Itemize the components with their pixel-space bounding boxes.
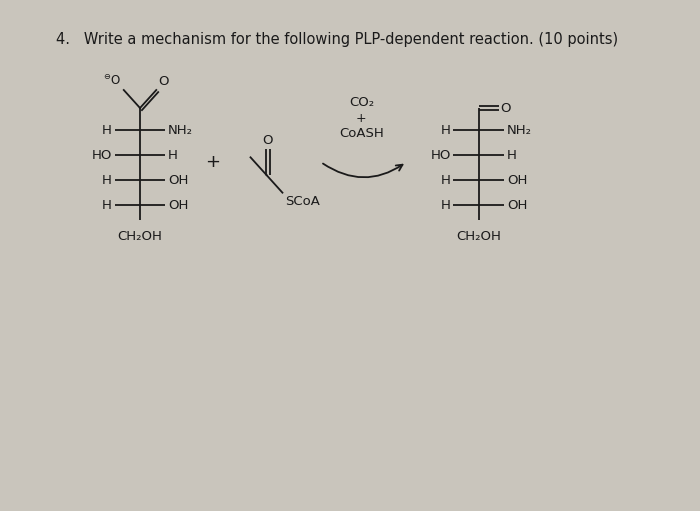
- Text: NH₂: NH₂: [507, 124, 532, 136]
- Text: H: H: [441, 198, 451, 212]
- Text: HO: HO: [430, 149, 451, 161]
- Text: OH: OH: [168, 198, 188, 212]
- Text: OH: OH: [507, 198, 527, 212]
- Text: O: O: [262, 134, 272, 147]
- Text: O: O: [500, 102, 511, 114]
- Text: OH: OH: [507, 174, 527, 187]
- Text: CO₂: CO₂: [349, 96, 374, 108]
- FancyArrowPatch shape: [323, 164, 402, 177]
- Text: H: H: [102, 124, 112, 136]
- Text: O: O: [158, 75, 169, 88]
- Text: H: H: [441, 124, 451, 136]
- Text: $^{\ominus}$O: $^{\ominus}$O: [103, 74, 121, 88]
- Text: +: +: [205, 153, 220, 171]
- Text: 4.   Write a mechanism for the following PLP-dependent reaction. (10 points): 4. Write a mechanism for the following P…: [56, 32, 618, 47]
- Text: NH₂: NH₂: [168, 124, 193, 136]
- Text: HO: HO: [92, 149, 112, 161]
- Text: CH₂OH: CH₂OH: [118, 230, 162, 243]
- Text: CoASH: CoASH: [339, 127, 384, 140]
- Text: H: H: [102, 198, 112, 212]
- Text: H: H: [441, 174, 451, 187]
- Text: H: H: [102, 174, 112, 187]
- Text: +: +: [356, 111, 367, 125]
- Text: SCoA: SCoA: [285, 195, 320, 207]
- Text: OH: OH: [168, 174, 188, 187]
- Text: H: H: [507, 149, 517, 161]
- Text: CH₂OH: CH₂OH: [456, 230, 501, 243]
- Text: H: H: [168, 149, 178, 161]
